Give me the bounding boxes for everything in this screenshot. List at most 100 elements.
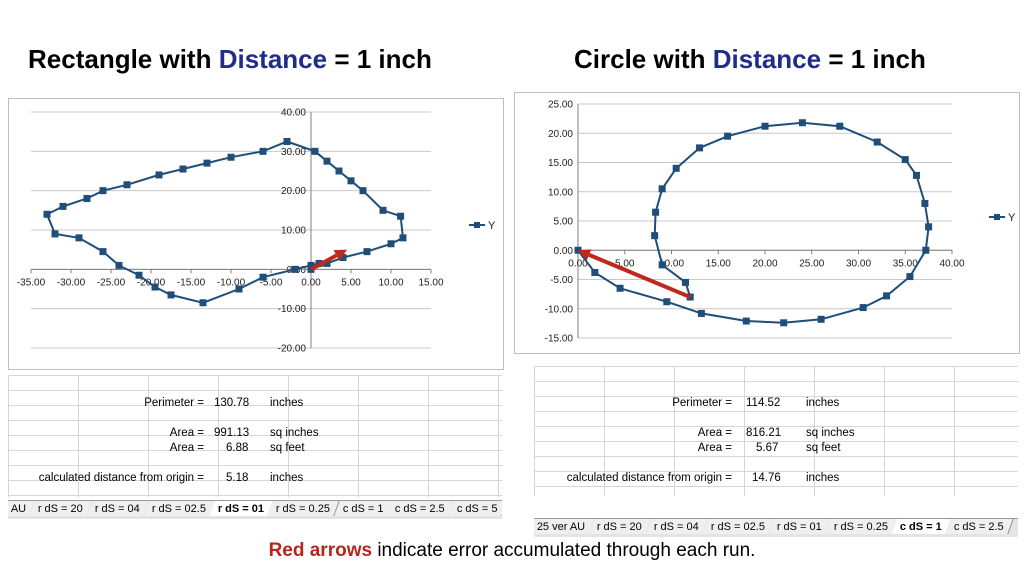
right-sheet-tab[interactable]: r dS = 20 [588,519,652,534]
left-sheet-tab[interactable]: r dS = 02.5 [143,501,217,516]
y-tick-label: 15.00 [548,158,573,169]
x-tick-label: 10.00 [659,258,684,269]
right-sheet-tab-label: r dS = 04 [654,521,700,533]
right-title-accent: Distance [712,44,822,74]
data-point [672,164,680,172]
left-sheet-tab-label: r dS = 02.5 [152,503,207,515]
legend-marker [474,222,480,228]
data-point [43,210,51,218]
right-sheet-tab-label: c dS = 2.5 [954,521,1004,533]
left-sheet-tab[interactable]: r dS = 04 [86,501,150,516]
data-point [379,206,387,214]
left-sheet-tab[interactable]: c dS = 2.5 [386,501,455,516]
data-point [115,261,123,269]
right-chart-title: Circle with Distance = 1 inch [574,44,926,75]
left-sheet-tab-label: c dS = 1 [342,503,384,515]
left-sheet-tab-label: r dS = 04 [95,503,141,515]
legend-label: Y [488,220,496,232]
data-point [235,285,243,293]
data-point [912,171,920,179]
data-point [259,273,267,281]
x-tick-label: 20.00 [752,258,777,269]
left-area-value-1: 991.13 [214,427,250,439]
left-title-suffix: = 1 inch [327,44,432,74]
footer-caption: Red arrows indicate error accumulated th… [0,540,1024,562]
x-tick-label: 35.00 [893,258,918,269]
data-point [179,165,187,173]
right-sheet-tab-label: r dS = 0.25 [834,521,889,533]
y-tick-label: 5.00 [554,217,574,228]
x-tick-label: 15.00 [418,277,443,288]
y-tick-label: 40.00 [281,108,306,119]
y-tick-label: -20.00 [278,344,307,355]
left-perimeter-value: 130.78 [214,397,250,409]
right-sheet-tab[interactable]: r dS = 0.25 [825,519,899,534]
right-sheet-tab-label: r dS = 02.5 [711,521,766,533]
error-arrow [310,253,338,272]
right-sheet-tab-label: r dS = 20 [597,521,643,533]
y-tick-label: 30.00 [281,147,306,158]
data-point [155,171,163,179]
y-tick-label: -5.00 [550,275,573,286]
right-distance-value: 14.76 [752,472,781,484]
data-point [307,261,315,269]
data-point [686,293,694,301]
right-area-label-1: Area = [697,427,732,439]
right-sheet-grid [534,366,1018,496]
x-tick-label: 5.00 [615,258,635,269]
right-perimeter-unit: inches [806,397,840,409]
data-point [227,153,235,161]
data-point [663,298,671,306]
data-point [99,187,107,195]
left-sheet-tab[interactable]: r dS = 20 [29,501,93,516]
data-point [283,138,291,145]
right-distance-label: calculated distance from origin = [566,472,732,484]
x-tick-label: 30.00 [846,258,871,269]
x-tick-label: 10.00 [378,277,403,288]
data-point [742,317,750,325]
data-point [59,202,67,210]
left-title-prefix: Rectangle with [28,44,219,74]
data-point [873,138,881,146]
data-point [199,299,207,307]
right-sheet-tab[interactable]: r dS = 02.5 [702,519,776,534]
x-tick-label: 0.00 [301,277,321,288]
data-point [651,232,659,240]
x-tick-label: 15.00 [706,258,731,269]
data-point [901,156,909,164]
left-sheet-tab-label: r dS = 0.25 [276,503,331,515]
left-chart-title: Rectangle with Distance = 1 inch [28,44,432,75]
left-sheet-tab[interactable]: c dS = 1 [333,501,394,516]
left-spreadsheet: Perimeter = 130.78 inches Area = 991.13 … [8,375,502,497]
data-point [99,248,107,256]
y-tick-label: 20.00 [281,186,306,197]
left-area-unit-2: sq feet [270,442,305,454]
right-sheet-tab[interactable]: r dS = 01 [768,519,833,534]
legend-marker [994,214,1000,220]
right-sheet-tab[interactable]: c dS = 2.5 [945,519,1014,534]
left-sheet-tab[interactable]: r dS = 01 [209,501,275,516]
right-sheet-tab-label: r dS = 01 [777,521,823,533]
data-point [761,122,769,130]
right-sheet-tab[interactable]: r dS = 04 [645,519,709,534]
data-point [259,147,267,155]
left-sheet-tab[interactable]: c dS = 5 [448,501,502,516]
left-sheet-tab[interactable]: r dS = 0.25 [267,501,341,516]
right-sheet-tabs: 25 ver AU r dS = 20 r dS = 04 r dS = 02.5 r … [534,518,1018,537]
data-point [335,167,343,175]
x-tick-label: -35.00 [17,277,46,288]
right-sheet-tab[interactable]: c dS = 1 [891,519,953,534]
x-tick-label: 40.00 [939,258,964,269]
series-line [577,121,930,324]
data-point [339,254,347,262]
right-area-label-2: Area = [697,442,732,454]
right-sheet-tab[interactable]: 25 ver AU [534,519,596,534]
x-tick-label: -30.00 [57,277,86,288]
data-point [311,147,319,155]
data-point [696,144,704,152]
data-point [167,291,175,299]
data-point [323,259,331,267]
data-point [817,315,825,323]
error-arrow-head [578,249,592,261]
data-point [291,265,299,273]
